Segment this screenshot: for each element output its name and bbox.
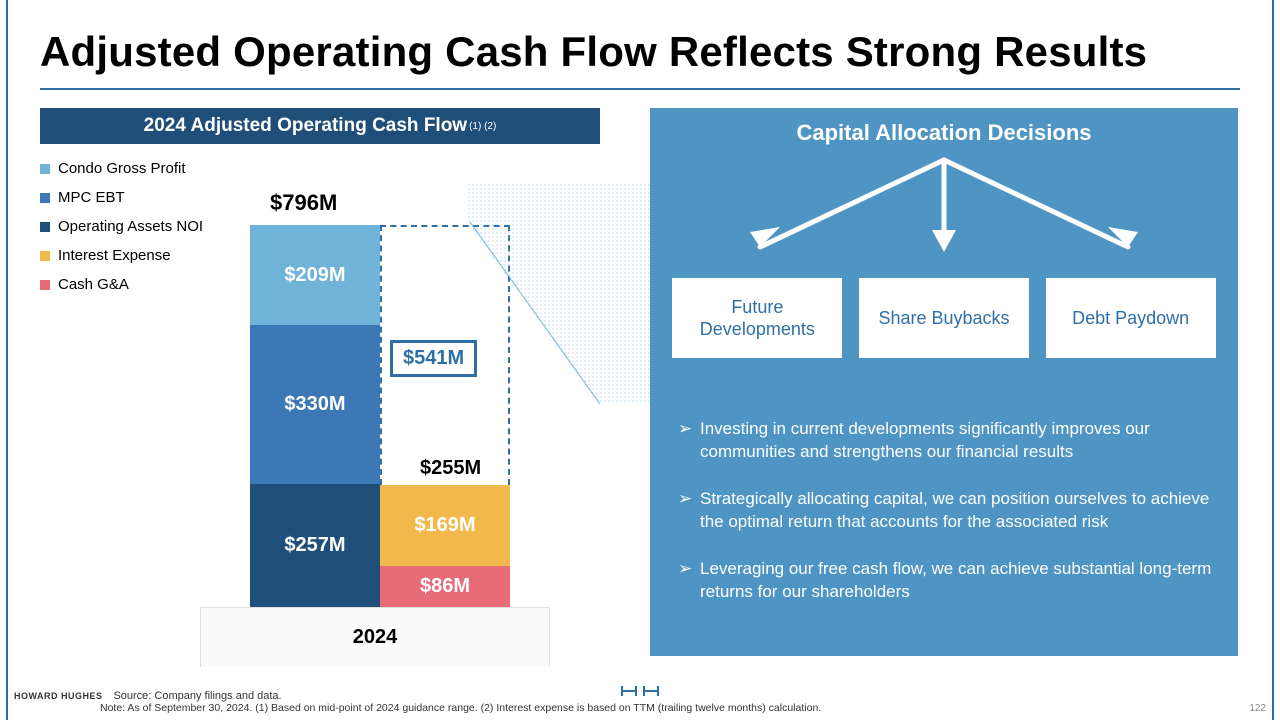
capital-allocation-panel: Capital Allocation Decisions Future Deve… [650,108,1238,656]
bullet-item: Investing in current developments signif… [678,418,1214,464]
legend-label: Interest Expense [58,247,171,264]
legend-swatch [40,164,50,174]
footer-logo: HOWARD HUGHES [14,691,103,701]
total-label: $796M [270,190,337,216]
bullet-item: Leveraging our free cash flow, we can ac… [678,558,1214,604]
allocation-box: Future Developments [672,278,842,358]
bar-segment: $86M [380,566,510,607]
slide-title: Adjusted Operating Cash Flow Reflects St… [40,28,1147,76]
legend-swatch [40,251,50,261]
title-underline [40,88,1240,90]
bar-segment: $330M [250,325,380,483]
footer-note: Note: As of September 30, 2024. (1) Base… [100,702,821,714]
legend-swatch [40,193,50,203]
legend-label: Cash G&A [58,276,129,293]
bar-segment: $169M [380,485,510,566]
bar-segment: $209M [250,225,380,325]
footer-source: Source: Company filings and data. [113,690,281,702]
bullet-item: Strategically allocating capital, we can… [678,488,1214,534]
chart-header-sup: (1) (2) [469,121,496,132]
decor-line-right [1272,0,1274,720]
bar-sources: $209M$330M$257M [250,225,380,607]
legend-label: Operating Assets NOI [58,218,203,235]
allocation-boxes: Future DevelopmentsShare BuybacksDebt Pa… [650,278,1238,358]
legend-row: MPC EBT [40,189,203,206]
legend-swatch [40,222,50,232]
net-value-box: $541M [390,340,477,377]
slide: Adjusted Operating Cash Flow Reflects St… [0,0,1280,720]
allocation-box: Debt Paydown [1046,278,1216,358]
allocation-arrows [650,152,1238,272]
bar-segment: $257M [250,484,380,607]
bar-uses: $169M$86M [380,485,510,607]
decor-line-left [6,0,8,720]
x-axis-label: 2024 [200,607,550,667]
panel-title: Capital Allocation Decisions [650,120,1238,146]
legend-swatch [40,280,50,290]
allocation-box: Share Buybacks [859,278,1029,358]
legend-row: Interest Expense [40,247,203,264]
slide-footer: HOWARD HUGHES Source: Company filings an… [14,690,1266,714]
legend-row: Operating Assets NOI [40,218,203,235]
chart-header: 2024 Adjusted Operating Cash Flow (1) (2… [40,108,600,144]
legend-row: Condo Gross Profit [40,160,203,177]
chart-bars: $796M $209M$330M$257M $255M $169M$86M $5… [240,190,610,640]
subtotal-label: $255M [420,457,481,480]
legend-row: Cash G&A [40,276,203,293]
legend-label: Condo Gross Profit [58,160,186,177]
chart-header-text: 2024 Adjusted Operating Cash Flow [144,115,467,137]
page-number: 122 [1249,703,1266,714]
chart-legend: Condo Gross Profit MPC EBT Operating Asset… [40,160,203,305]
legend-label: MPC EBT [58,189,125,206]
panel-bullets: Investing in current developments signif… [678,418,1214,628]
